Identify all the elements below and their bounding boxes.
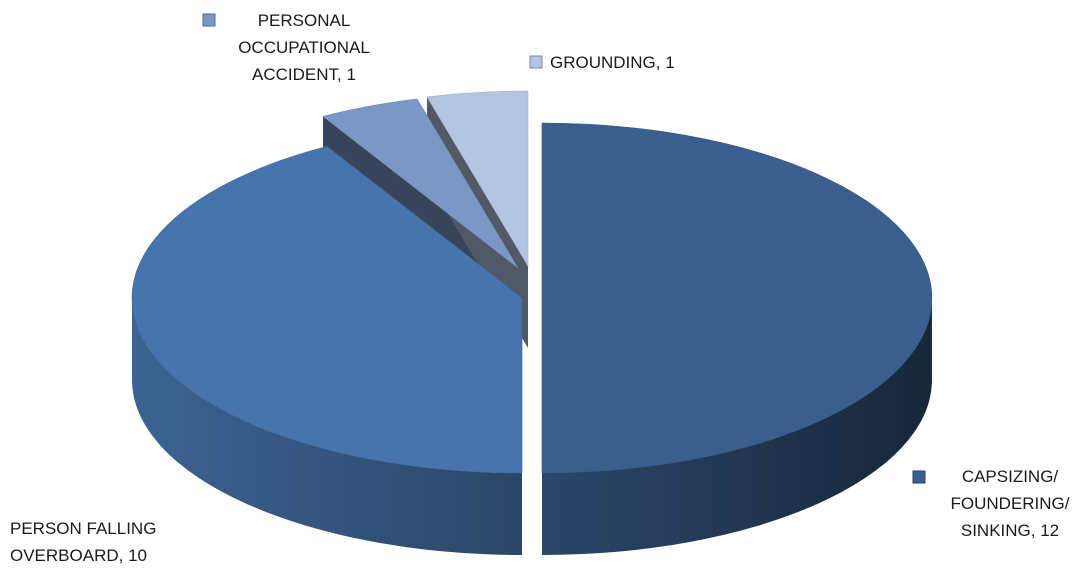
data-label: PERSONAL OCCUPATIONAL ACCIDENT, 1	[238, 11, 370, 84]
legend-swatch	[529, 55, 543, 69]
data-label: PERSON FALLING OVERBOARD, 10	[10, 519, 156, 565]
data-label: CAPSIZING/FOUNDERING/SINKING, 12	[951, 467, 1070, 540]
pie-labels: CAPSIZING/FOUNDERING/SINKING, 12 PERSON F…	[10, 11, 1070, 565]
legend-swatch	[202, 13, 216, 27]
slice-side	[542, 300, 932, 555]
pie-sides	[132, 298, 932, 555]
pie-slice	[426, 90, 529, 268]
pie-slice	[541, 122, 933, 474]
pie-slice	[131, 146, 523, 474]
data-label: GROUNDING, 1	[550, 53, 675, 72]
pie-tops	[131, 90, 933, 474]
pie-slice	[322, 98, 519, 269]
slice-side	[132, 298, 522, 555]
legend-swatch	[912, 470, 926, 484]
